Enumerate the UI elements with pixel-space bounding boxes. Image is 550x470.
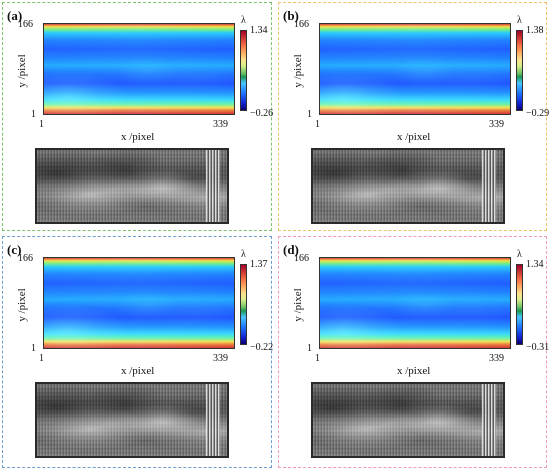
x-tick-right: 339 — [213, 119, 228, 130]
colorbar — [240, 264, 247, 345]
y-tick-bottom: 1 — [31, 109, 36, 120]
panel-d: (d) 166 1 1 339 y /pixel x /pixel λ 1.34… — [278, 236, 550, 468]
x-tick-right: 339 — [489, 353, 504, 364]
y-axis-label: y /pixel — [16, 288, 28, 322]
fringe-pattern-image — [35, 148, 229, 224]
colorbar-max: 1.38 — [526, 25, 544, 36]
y-tick-top: 166 — [18, 253, 33, 264]
colorbar-label: λ — [241, 249, 246, 260]
panel-c: (c) 166 1 1 339 y /pixel x /pixel λ 1.37… — [2, 236, 274, 468]
heatmap-image — [319, 23, 511, 115]
fringe-pattern-image — [35, 382, 229, 458]
y-axis-label: y /pixel — [16, 54, 28, 88]
colorbar-label: λ — [241, 15, 246, 26]
panel-label: (b) — [283, 8, 299, 23]
x-tick-left: 1 — [39, 353, 44, 364]
colorbar — [240, 30, 247, 111]
heatmap-image — [43, 23, 235, 115]
heatmap-image — [319, 257, 511, 349]
colorbar-label: λ — [517, 15, 522, 26]
panel-label: (a) — [7, 8, 23, 23]
colorbar-min: −0.29 — [526, 108, 550, 119]
colorbar — [516, 264, 523, 345]
y-tick-bottom: 1 — [307, 343, 312, 354]
x-axis-label: x /pixel — [121, 365, 155, 377]
colorbar-min: −0.22 — [250, 342, 274, 353]
panel-label: (d) — [283, 242, 299, 257]
heatmap-image — [43, 257, 235, 349]
x-axis-label: x /pixel — [121, 131, 155, 143]
panel-a: (a) 166 1 1 339 y /pixel x /pixel λ 1.34… — [2, 2, 274, 231]
panel-b: (b) 166 1 1 339 y /pixel x /pixel λ 1.38… — [278, 2, 550, 231]
x-tick-left: 1 — [315, 353, 320, 364]
x-tick-left: 1 — [39, 119, 44, 130]
fringe-pattern-image — [311, 382, 505, 458]
x-axis-label: x /pixel — [397, 131, 431, 143]
panel-label: (c) — [7, 242, 22, 257]
y-tick-bottom: 1 — [31, 343, 36, 354]
x-axis-label: x /pixel — [397, 365, 431, 377]
x-tick-right: 339 — [213, 353, 228, 364]
y-axis-label: y /pixel — [292, 288, 304, 322]
colorbar-max: 1.37 — [250, 259, 268, 270]
y-tick-bottom: 1 — [307, 109, 312, 120]
colorbar-max: 1.34 — [526, 259, 544, 270]
y-axis-label: y /pixel — [292, 54, 304, 88]
colorbar-min: −0.31 — [526, 342, 550, 353]
colorbar-label: λ — [517, 249, 522, 260]
y-tick-top: 166 — [294, 253, 309, 264]
x-tick-left: 1 — [315, 119, 320, 130]
colorbar — [516, 30, 523, 111]
y-tick-top: 166 — [18, 19, 33, 30]
y-tick-top: 166 — [294, 19, 309, 30]
colorbar-min: −0.26 — [250, 108, 274, 119]
x-tick-right: 339 — [489, 119, 504, 130]
colorbar-max: 1.34 — [250, 25, 268, 36]
fringe-pattern-image — [311, 148, 505, 224]
